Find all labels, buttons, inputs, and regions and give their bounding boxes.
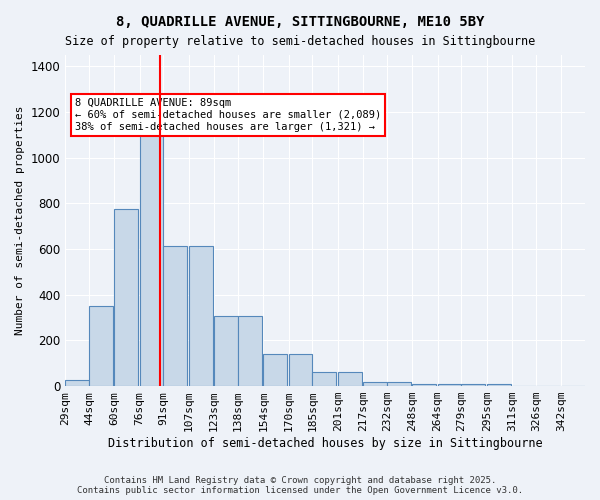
Bar xyxy=(412,384,436,386)
Bar xyxy=(189,246,212,386)
Bar xyxy=(387,382,410,386)
Bar xyxy=(89,306,113,386)
Bar xyxy=(487,384,511,386)
Bar xyxy=(238,316,262,386)
Text: 8 QUADRILLE AVENUE: 89sqm
← 60% of semi-detached houses are smaller (2,089)
38% : 8 QUADRILLE AVENUE: 89sqm ← 60% of semi-… xyxy=(74,98,381,132)
Bar xyxy=(363,382,387,386)
Bar xyxy=(437,384,461,386)
Bar xyxy=(140,124,163,386)
Text: Contains HM Land Registry data © Crown copyright and database right 2025.
Contai: Contains HM Land Registry data © Crown c… xyxy=(77,476,523,495)
Bar xyxy=(65,380,89,386)
Bar xyxy=(214,316,238,386)
Bar xyxy=(461,384,485,386)
Y-axis label: Number of semi-detached properties: Number of semi-detached properties xyxy=(15,106,25,336)
Bar xyxy=(289,354,313,386)
Text: 8, QUADRILLE AVENUE, SITTINGBOURNE, ME10 5BY: 8, QUADRILLE AVENUE, SITTINGBOURNE, ME10… xyxy=(116,15,484,29)
Bar xyxy=(114,209,138,386)
Bar xyxy=(163,246,187,386)
Bar xyxy=(338,372,362,386)
Bar xyxy=(263,354,287,386)
X-axis label: Distribution of semi-detached houses by size in Sittingbourne: Distribution of semi-detached houses by … xyxy=(108,437,542,450)
Bar xyxy=(313,372,336,386)
Text: Size of property relative to semi-detached houses in Sittingbourne: Size of property relative to semi-detach… xyxy=(65,35,535,48)
